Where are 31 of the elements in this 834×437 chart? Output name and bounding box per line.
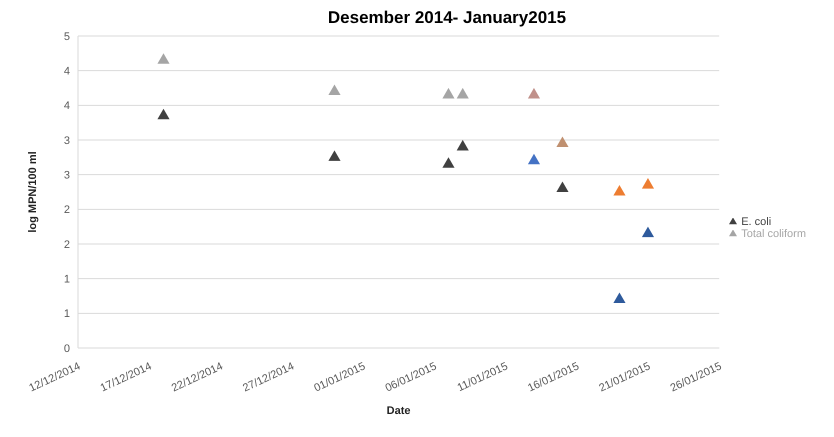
point	[613, 292, 626, 303]
point	[442, 157, 455, 168]
point	[456, 88, 469, 98]
y-axis-title: log MPN/100 ml	[26, 151, 39, 233]
point	[157, 108, 170, 120]
point	[442, 88, 455, 98]
point	[642, 178, 654, 189]
point	[556, 136, 569, 147]
y-tick-label: 3	[64, 170, 70, 182]
y-tick-label: 2	[64, 204, 70, 216]
x-axis-title: Date	[386, 405, 411, 417]
point	[328, 150, 341, 161]
y-tick-label: 2	[64, 238, 70, 251]
y-tick-label: 1	[64, 274, 70, 286]
point	[456, 140, 469, 150]
point	[528, 88, 540, 98]
y-tick-label: 4	[64, 100, 70, 112]
y-tick-label: 4	[64, 66, 70, 78]
point	[556, 182, 569, 192]
y-tick-label: 3	[64, 134, 70, 147]
y-tick-label: 1	[64, 308, 70, 320]
point	[528, 154, 540, 164]
chart-title: Desember 2014- January2015	[326, 8, 568, 28]
legend-label: Total coliform	[741, 228, 806, 240]
y-tick-label: 0	[64, 342, 70, 355]
point	[157, 53, 170, 64]
legend-label: E. coli	[741, 216, 772, 228]
y-tick-label: 5	[64, 30, 70, 43]
point	[328, 84, 341, 95]
point	[613, 184, 626, 196]
point	[642, 226, 654, 238]
